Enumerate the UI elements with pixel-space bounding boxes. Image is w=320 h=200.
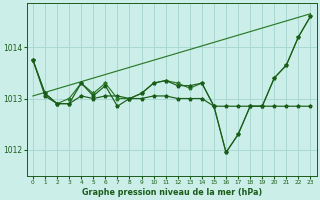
- X-axis label: Graphe pression niveau de la mer (hPa): Graphe pression niveau de la mer (hPa): [82, 188, 262, 197]
